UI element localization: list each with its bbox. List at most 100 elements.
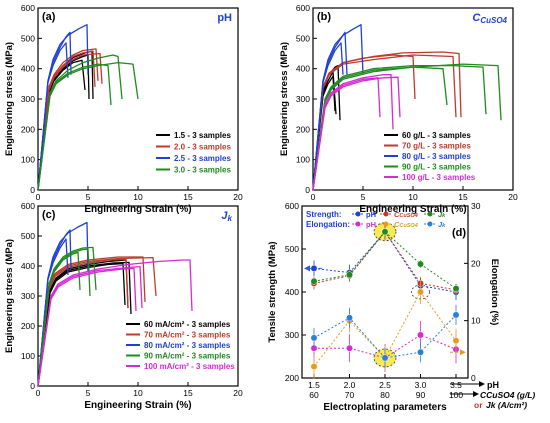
strength-line [313, 231, 457, 290]
x-axis-label: Electroplating parameters [323, 402, 447, 413]
y-tick-label: 400 [285, 287, 299, 297]
legend-marker [355, 221, 361, 227]
x-tick-label: 100 [449, 390, 463, 400]
series-curve [312, 64, 487, 191]
y-tick-label: 100 [21, 351, 35, 361]
series-curve [37, 52, 103, 191]
legend-entry: 3.0 - 3 samples [174, 166, 231, 175]
y-tick-label: 500 [285, 244, 299, 254]
y-tick-label: 600 [285, 201, 299, 211]
x-tick-label: 15 [183, 192, 193, 202]
y2-tick-label: 30 [471, 201, 481, 211]
legend-marker [355, 211, 361, 217]
elongation-point [346, 314, 353, 322]
x-tick-label: 20 [233, 388, 243, 398]
x-row-label: pH [487, 380, 499, 390]
elongation-point [310, 363, 318, 370]
legend-entry-sub: k [442, 213, 446, 219]
y-tick-label: 300 [21, 94, 35, 104]
series-curve [37, 262, 126, 387]
y-tick-label: 500 [21, 33, 35, 43]
panel-d: 200 300 400 500 600 0 10 20 30 1.560 2.070 2.580 3.0… [267, 201, 535, 413]
x-tick-label: 3.0 [415, 380, 427, 390]
y-axis-label: Engineering stress (MPa) [279, 42, 290, 156]
y2-tick-label: 10 [471, 316, 481, 326]
panel-b: 0 100 200 300 400 500 600 0 5 10 15 20 (b) CCuSO4 60 g… [279, 3, 518, 215]
series-curve [37, 251, 81, 387]
legend-entry: 2.5 - 3 samples [174, 154, 231, 163]
legend-title: Elongation: [306, 220, 350, 229]
legend-entry: pH [366, 220, 376, 229]
y-tick-label: 0 [30, 185, 35, 195]
x-axis-label: Engineering Strain (%) [84, 204, 191, 215]
legend-marker [383, 211, 389, 217]
y-tick-label: 400 [296, 64, 310, 74]
y-tick-label: 500 [296, 33, 310, 43]
x-tick-label: 1.5 [308, 380, 320, 390]
x-tick-label: 3.5 [450, 380, 462, 390]
y-tick-label: 300 [296, 94, 310, 104]
series-curve [37, 42, 69, 191]
series-curve [312, 42, 344, 191]
legend-marker [383, 221, 389, 227]
x-tick-label: 20 [233, 192, 243, 202]
y-tick-label: 300 [285, 330, 299, 340]
series-curve [37, 63, 112, 191]
legend-entry-sub: k [442, 223, 446, 229]
x-tick-label: 80 [380, 390, 390, 400]
legend-entry: 80 mA/cm² - 3 samples [144, 341, 231, 350]
series-curve [37, 267, 137, 387]
x-tick-label: 2.5 [379, 380, 391, 390]
y-tick-label: 600 [21, 3, 35, 13]
panel-label: (b) [317, 11, 331, 23]
corner-label-sub: CuSO4 [480, 16, 507, 25]
legend-entry: 90 mA/cm² - 3 samples [144, 352, 231, 361]
y-tick-label: 200 [21, 124, 35, 134]
x-tick-label: 2.0 [344, 380, 356, 390]
legend-entry: 90 g/L - 3 samples [402, 163, 471, 172]
corner-label: Jk [221, 210, 232, 223]
series-curve [37, 61, 139, 191]
legend-entry-sub: CuSO4 [399, 223, 417, 229]
legend-entry: pH [366, 210, 376, 219]
series-curve [37, 259, 129, 387]
legend-entry-sub: CuSO4 [399, 213, 417, 219]
y-axis-label: Engineering stress (MPa) [4, 42, 15, 156]
corner-label-main: J [221, 210, 228, 222]
panel-label: (a) [42, 11, 56, 23]
series-curve [312, 74, 394, 191]
y-tick-label: 300 [21, 291, 35, 301]
y-tick-label: 600 [296, 3, 310, 13]
elongation-point [417, 331, 424, 339]
strength-point [310, 277, 318, 285]
series-curve [312, 63, 502, 191]
y-tick-label: 600 [21, 201, 35, 211]
series-curve [37, 265, 143, 387]
y2-axis-label: Elongation (%) [489, 259, 500, 326]
x-row-label: CCuSO4 (g/L) [480, 390, 535, 400]
y-tick-label: 200 [296, 124, 310, 134]
series-curve [312, 71, 337, 191]
y-tick-label: 500 [21, 231, 35, 241]
x-tick-label: 90 [416, 390, 426, 400]
x-tick-label: 5 [361, 192, 366, 202]
y-tick-label: 400 [21, 64, 35, 74]
x-tick-label: 20 [508, 192, 518, 202]
panel-c: 0 100 200 300 400 500 600 0 5 10 15 20 (c) Jk 60 mA/cm… [4, 201, 243, 411]
elongation-point [417, 288, 424, 296]
elongation-point [310, 334, 318, 342]
x-tick-label: 15 [458, 192, 468, 202]
y-axis-label: Engineering stress (MPa) [4, 239, 15, 353]
y-tick-label: 200 [21, 321, 35, 331]
x-tick-label: 70 [345, 390, 355, 400]
legend-entry: 2.0 - 3 samples [174, 143, 231, 152]
legend-entry: 1.5 - 3 samples [174, 131, 231, 140]
x-axis-label: Engineering Strain (%) [84, 400, 191, 411]
panel-label: (d) [452, 227, 466, 239]
elongation-point [346, 344, 353, 352]
elongation-point [417, 348, 424, 356]
series-curve [312, 51, 462, 191]
x-tick-label: 60 [309, 390, 319, 400]
x-axis-label: Engineering Strain (%) [359, 204, 466, 215]
x-tick-label: 15 [183, 388, 193, 398]
